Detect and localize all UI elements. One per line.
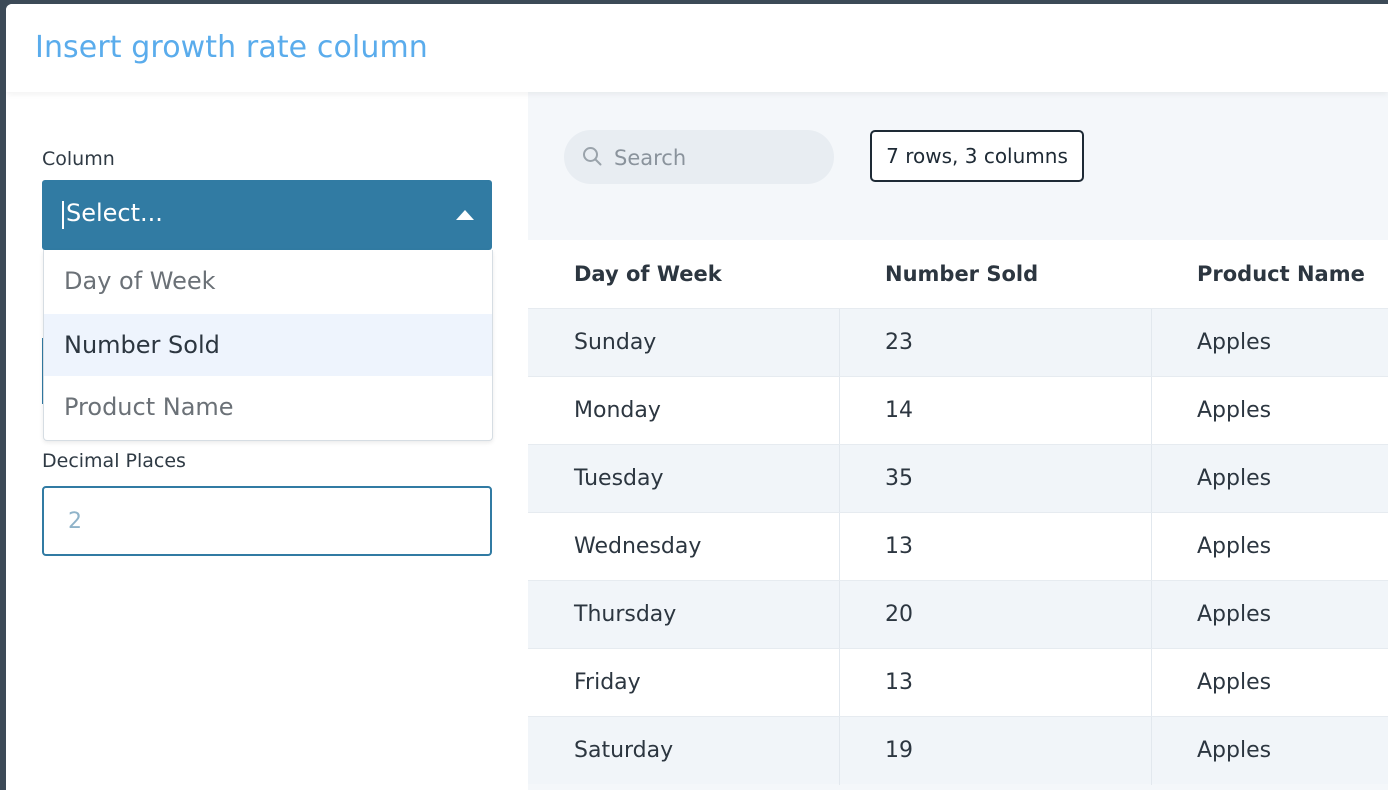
column-header-number-sold[interactable]: Number Sold: [885, 262, 1039, 286]
column-divider: [1151, 377, 1152, 445]
table-cell: Saturday: [574, 738, 674, 763]
column-divider: [1151, 445, 1152, 513]
dropdown-option[interactable]: Product Name: [64, 393, 234, 421]
column-divider: [839, 649, 840, 717]
search-input[interactable]: [612, 130, 826, 186]
table-header: Day of Week Number Sold Product Name: [528, 240, 1388, 308]
table-cell: 13: [885, 670, 913, 695]
table-row[interactable]: Wednesday 13 Apples: [528, 512, 1388, 581]
table-cell: Apples: [1197, 670, 1272, 695]
table-cell: Tuesday: [574, 466, 664, 491]
table-cell: Apples: [1197, 466, 1272, 491]
column-divider: [839, 377, 840, 445]
table-cell: Monday: [574, 398, 661, 423]
search-icon: [583, 147, 602, 166]
table-cell: 20: [885, 602, 913, 627]
chevron-up-icon[interactable]: [456, 210, 474, 220]
table-cell: 19: [885, 738, 913, 763]
dropdown-option-highlighted[interactable]: Number Sold: [44, 314, 492, 376]
table-row[interactable]: Saturday 19 Apples: [528, 716, 1388, 785]
column-divider: [1151, 649, 1152, 717]
column-divider: [1151, 717, 1152, 785]
options-panel: Column Select... Day of Week Number Sold…: [6, 92, 528, 790]
table-cell: Thursday: [574, 602, 677, 627]
decimal-places-label: Decimal Places: [42, 450, 186, 472]
column-header-product[interactable]: Product Name: [1197, 262, 1365, 286]
insert-growth-rate-modal: Insert growth rate column Column Select.…: [6, 4, 1388, 790]
table-row[interactable]: Friday 13 Apples: [528, 648, 1388, 717]
table-row[interactable]: Sunday 23 Apples: [528, 308, 1388, 377]
table-cell: Apples: [1197, 398, 1272, 423]
column-divider: [839, 445, 840, 513]
table-body: Sunday 23 Apples Monday 14 Apples Tuesday 35 App…: [528, 308, 1388, 785]
search-box[interactable]: [564, 130, 834, 186]
column-divider: [839, 513, 840, 581]
table-cell: 14: [885, 398, 913, 423]
column-label: Column: [42, 148, 115, 170]
table-cell: Friday: [574, 670, 641, 695]
table-cell: 13: [885, 534, 913, 559]
column-header-day[interactable]: Day of Week: [574, 262, 722, 286]
decimal-places-input[interactable]: [42, 486, 492, 556]
rows-columns-badge: 7 rows, 3 columns: [870, 130, 1084, 182]
text-cursor: [62, 201, 64, 229]
table-cell: Apples: [1197, 738, 1272, 763]
table-cell: Apples: [1197, 602, 1272, 627]
column-divider: [839, 717, 840, 785]
column-divider: [839, 309, 840, 377]
table-cell: Apples: [1197, 330, 1272, 355]
table-cell: 23: [885, 330, 913, 355]
modal-title: Insert growth rate column: [35, 30, 428, 65]
column-divider: [1151, 581, 1152, 649]
column-divider: [1151, 309, 1152, 377]
column-divider: [1151, 513, 1152, 581]
table-row[interactable]: Thursday 20 Apples: [528, 580, 1388, 649]
column-select[interactable]: Select...: [42, 180, 492, 250]
column-dropdown-menu: Day of Week Number Sold Product Name: [43, 250, 493, 441]
dropdown-option[interactable]: Day of Week: [64, 267, 216, 295]
table-cell: Wednesday: [574, 534, 702, 559]
table-row[interactable]: Monday 14 Apples: [528, 376, 1388, 445]
preview-panel: 7 rows, 3 columns Day of Week Number Sol…: [528, 92, 1388, 790]
table-cell: 35: [885, 466, 913, 491]
table-cell: Apples: [1197, 534, 1272, 559]
modal-header: Insert growth rate column: [6, 4, 1388, 92]
table-cell: Sunday: [574, 330, 657, 355]
column-select-value: Select...: [66, 199, 163, 227]
table-row[interactable]: Tuesday 35 Apples: [528, 444, 1388, 513]
data-table: Day of Week Number Sold Product Name Sun…: [528, 240, 1388, 785]
column-divider: [839, 581, 840, 649]
